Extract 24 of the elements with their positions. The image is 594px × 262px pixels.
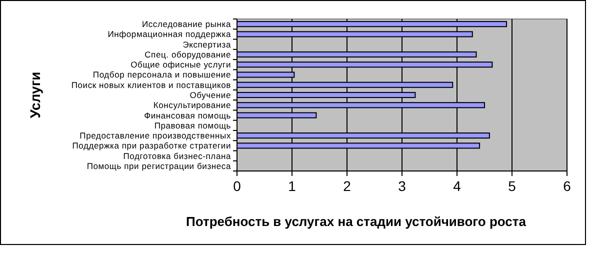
x-tick-label: 1 [288, 178, 296, 194]
x-tick-label: 4 [453, 178, 462, 194]
y-axis-title: Услуги [27, 72, 43, 118]
y-tick-label: Поиск новых клиентов и поставщиков [71, 80, 232, 90]
y-tick-label: Общие офисные услуги [130, 60, 231, 70]
x-tick-label: 2 [343, 178, 352, 194]
y-tick-label: Консультирование [153, 100, 231, 110]
y-tick-label: Предоставление производственных [80, 130, 232, 141]
y-tick-label: Финансовая помощь [144, 110, 232, 120]
x-tick-label: 5 [508, 178, 516, 194]
y-tick-label: Исследование рынка [142, 19, 231, 30]
x-tick-label: 0 [233, 178, 242, 194]
x-tick-label: 3 [398, 178, 406, 194]
y-tick-label: Спец. оборудование [144, 49, 231, 60]
y-tick-label: Поддержка при разработке стратегии [72, 140, 231, 151]
y-tick-label: Подготовка бизнес-плана [123, 150, 231, 161]
y-tick-label: Помощь при регистрации бизнеса [86, 160, 231, 171]
x-axis-title: Потребность в услугах на стадии устойчивого роста [186, 214, 527, 229]
x-tick-label: 6 [563, 178, 572, 194]
y-tick-label: Правовая помощь [154, 120, 232, 130]
y-tick-label: Подбор персонала и повышение [92, 70, 231, 80]
y-tick-label: Информационная поддержка [108, 29, 231, 40]
y-tick-label: Экспертиза [182, 39, 231, 50]
y-tick-label: Обучение [190, 90, 231, 100]
